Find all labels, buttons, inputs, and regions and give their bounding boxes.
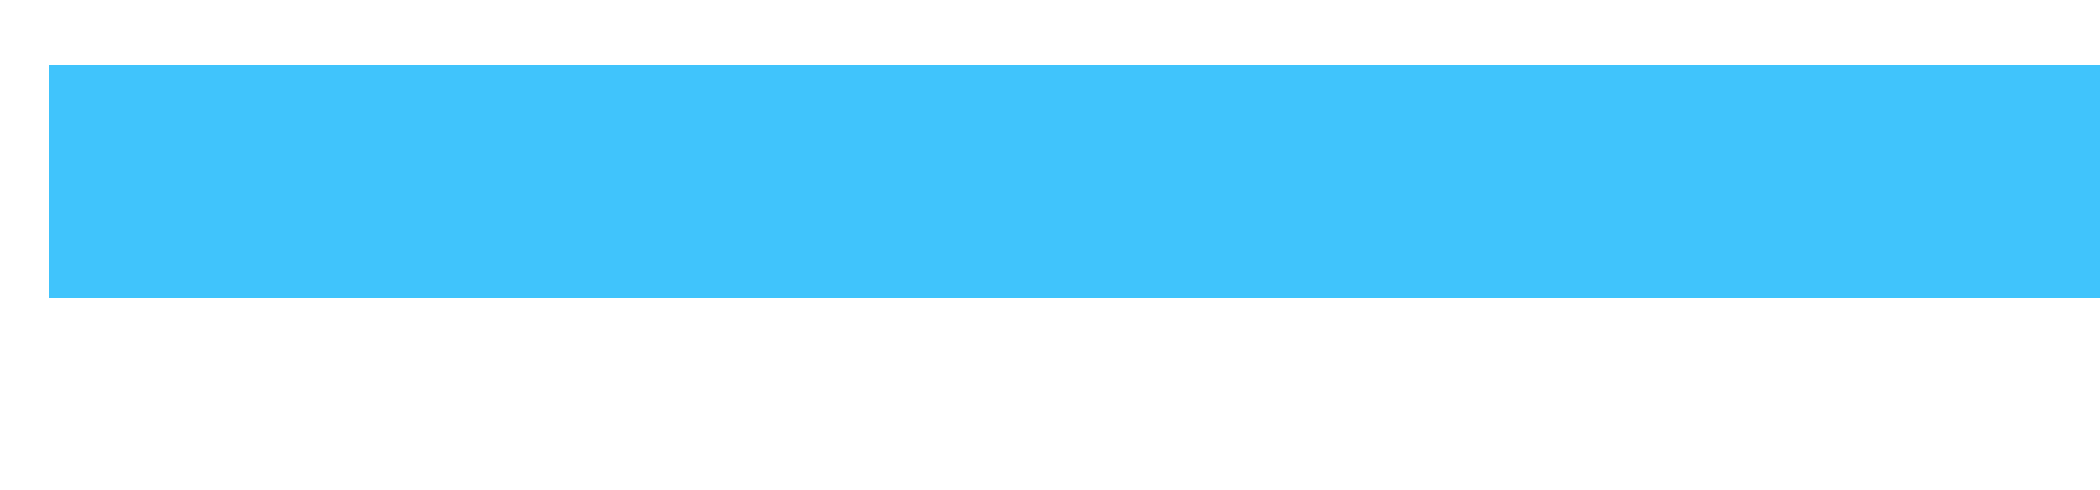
blue-banner <box>49 65 2100 298</box>
